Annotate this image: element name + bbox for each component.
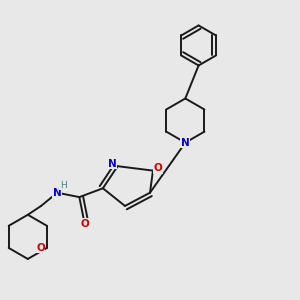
Text: O: O bbox=[36, 243, 45, 253]
Text: N: N bbox=[108, 159, 117, 169]
Text: H: H bbox=[60, 181, 67, 190]
Text: N: N bbox=[53, 188, 62, 198]
Text: O: O bbox=[81, 219, 90, 229]
Text: N: N bbox=[181, 138, 190, 148]
Text: O: O bbox=[154, 163, 163, 173]
